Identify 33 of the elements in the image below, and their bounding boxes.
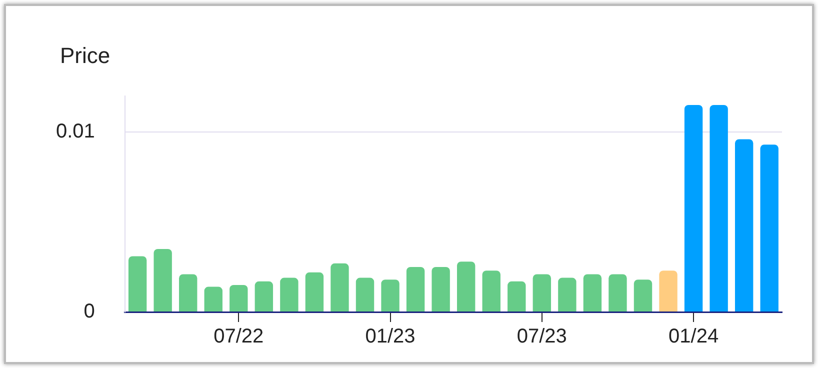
bar [128,256,147,312]
bar [558,278,576,312]
bar [532,274,552,312]
bar [734,139,754,312]
bar [305,272,324,312]
bar [204,286,222,312]
bar [710,105,728,312]
x-tick-label: 07/22 [214,326,264,348]
x-tick-label: 01/23 [365,326,416,348]
y-tick-label: 0 [84,300,95,323]
bar [330,263,349,312]
y-axis-title: Price [60,43,110,68]
bar [280,278,298,312]
bar [179,274,198,312]
bar [406,267,425,312]
bar [381,280,400,312]
bar [608,274,627,312]
bar [432,267,450,312]
bar [482,270,500,312]
bar [230,285,248,312]
bar [583,274,602,312]
y-tick-label: 0.01 [56,120,95,143]
bar [659,270,678,312]
x-tick-label: 01/24 [668,326,719,348]
bar [684,105,703,312]
bar [154,249,172,312]
bar [356,278,374,312]
bar [508,281,526,312]
bar [760,144,778,312]
x-tick-label: 07/23 [516,326,567,348]
bar [254,281,274,312]
bar [457,262,476,312]
bar [634,280,652,312]
